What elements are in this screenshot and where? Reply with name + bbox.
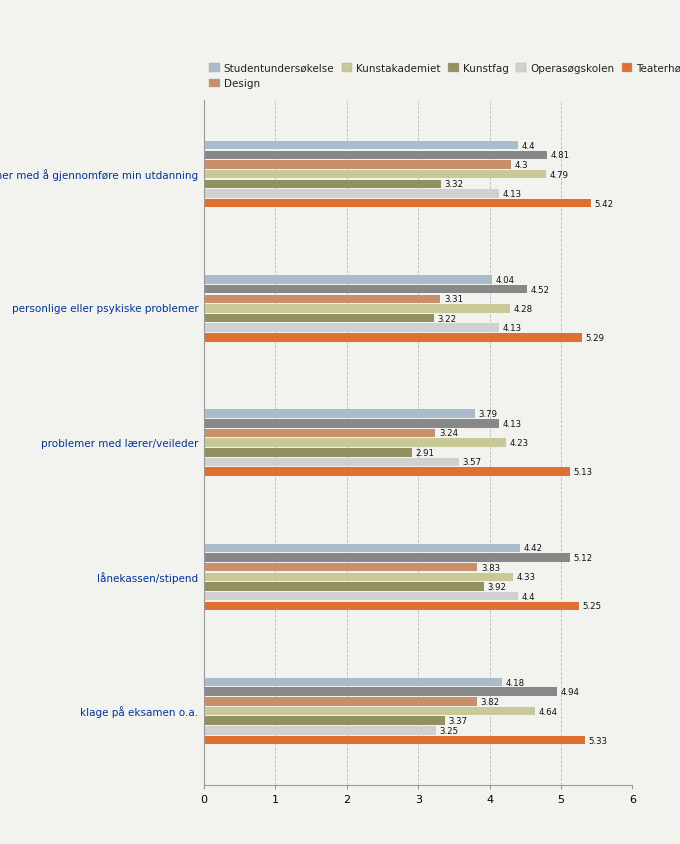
Bar: [204, 554, 570, 562]
Bar: [204, 142, 518, 150]
Text: 4.18: 4.18: [506, 678, 525, 687]
Bar: [204, 688, 557, 696]
Bar: [204, 726, 436, 735]
Text: 4.04: 4.04: [496, 276, 515, 284]
Text: 4.42: 4.42: [523, 544, 542, 553]
Text: 5.33: 5.33: [588, 736, 607, 744]
Bar: [204, 295, 441, 304]
Text: 4.23: 4.23: [509, 439, 529, 447]
Text: 3.37: 3.37: [448, 717, 467, 725]
Text: 4.94: 4.94: [560, 687, 579, 696]
Text: 3.82: 3.82: [480, 697, 499, 706]
Bar: [204, 602, 579, 610]
Text: 3.92: 3.92: [488, 582, 507, 592]
Bar: [204, 573, 513, 582]
Bar: [204, 468, 571, 476]
Text: 4.4: 4.4: [522, 142, 535, 150]
Legend: Studentundersøkelse, Design, Kunstakademiet, Kunstfag, Operasøgskolen, Teaterhøg: Studentundersøkelse, Design, Kunstakadem…: [209, 64, 680, 89]
Bar: [204, 151, 547, 160]
Bar: [204, 544, 520, 553]
Bar: [204, 333, 581, 343]
Text: 4.33: 4.33: [517, 572, 536, 582]
Bar: [204, 458, 459, 467]
Text: 3.79: 3.79: [478, 409, 497, 419]
Bar: [204, 161, 511, 170]
Bar: [204, 430, 435, 438]
Text: 4.4: 4.4: [522, 592, 535, 601]
Bar: [204, 563, 477, 571]
Text: 5.42: 5.42: [594, 199, 613, 208]
Bar: [204, 678, 503, 686]
Bar: [204, 419, 499, 428]
Text: 4.79: 4.79: [549, 170, 568, 180]
Bar: [204, 707, 535, 716]
Bar: [204, 324, 499, 333]
Bar: [204, 305, 509, 313]
Bar: [204, 717, 445, 725]
Text: 4.64: 4.64: [539, 706, 558, 716]
Text: 5.12: 5.12: [573, 554, 592, 562]
Text: 4.13: 4.13: [503, 419, 522, 428]
Text: 4.13: 4.13: [503, 190, 522, 199]
Text: 3.57: 3.57: [462, 458, 481, 467]
Text: 3.24: 3.24: [439, 429, 458, 438]
Text: 3.83: 3.83: [481, 563, 500, 572]
Text: 5.13: 5.13: [574, 468, 593, 477]
Bar: [204, 315, 434, 323]
Text: 5.29: 5.29: [585, 333, 605, 343]
Text: 5.25: 5.25: [583, 602, 602, 610]
Bar: [204, 190, 499, 198]
Bar: [204, 285, 527, 294]
Bar: [204, 181, 441, 189]
Bar: [204, 448, 412, 457]
Bar: [204, 276, 492, 284]
Bar: [204, 170, 546, 179]
Bar: [204, 697, 477, 706]
Text: 4.81: 4.81: [551, 151, 570, 160]
Text: 3.32: 3.32: [445, 180, 464, 189]
Text: 3.31: 3.31: [444, 295, 463, 304]
Bar: [204, 200, 591, 208]
Bar: [204, 736, 585, 744]
Text: 2.91: 2.91: [415, 448, 435, 457]
Bar: [204, 592, 518, 601]
Text: 4.13: 4.13: [503, 324, 522, 333]
Text: 4.3: 4.3: [515, 161, 528, 170]
Text: 3.25: 3.25: [439, 726, 459, 735]
Text: 3.22: 3.22: [437, 314, 456, 323]
Bar: [204, 582, 484, 591]
Bar: [204, 439, 506, 447]
Text: 4.28: 4.28: [513, 305, 532, 314]
Text: 4.52: 4.52: [530, 285, 549, 295]
Bar: [204, 410, 475, 419]
